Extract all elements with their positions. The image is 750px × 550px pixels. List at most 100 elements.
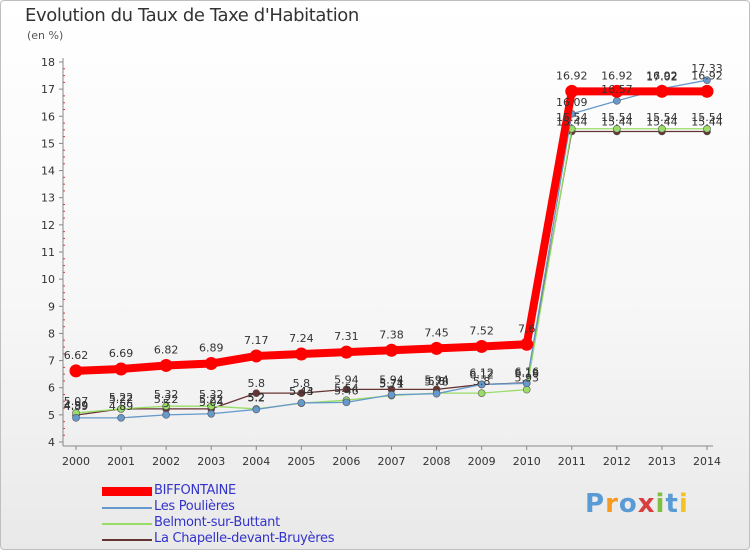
x-tick-label: 2005 xyxy=(287,455,315,468)
data-point xyxy=(252,389,261,397)
data-label: 16.09 xyxy=(556,96,588,109)
data-point xyxy=(162,402,170,410)
x-tick-label: 2006 xyxy=(332,455,360,468)
data-label: 5.94 xyxy=(379,373,404,386)
data-label: 16.57 xyxy=(601,83,633,96)
data-label: 7.6 xyxy=(518,322,536,335)
data-point xyxy=(658,124,666,133)
y-tick-label: 18 xyxy=(41,56,55,69)
data-label: 17.02 xyxy=(646,71,678,84)
data-label: 17.33 xyxy=(691,62,723,75)
y-tick-label: 4 xyxy=(48,436,55,449)
x-tick-label: 2004 xyxy=(242,455,270,468)
logo-letter: r xyxy=(605,489,619,519)
data-label: 6.62 xyxy=(64,349,89,362)
data-label: 5.94 xyxy=(424,373,449,386)
x-tick-label: 2014 xyxy=(693,455,721,468)
data-point xyxy=(387,390,396,399)
data-label: 5.8 xyxy=(248,377,266,390)
data-label: 6.69 xyxy=(109,347,134,360)
data-point xyxy=(207,409,216,418)
data-point xyxy=(655,84,669,98)
data-label: 15.44 xyxy=(601,115,633,128)
data-point xyxy=(342,398,351,407)
data-point xyxy=(162,411,170,419)
data-label: 5.22 xyxy=(109,393,134,406)
data-label: 7.24 xyxy=(289,332,314,345)
x-tick-label: 2009 xyxy=(468,455,496,468)
legend-label: Belmont-sur-Buttant xyxy=(154,515,280,530)
data-point xyxy=(475,339,489,353)
x-tick-label: 2013 xyxy=(648,455,676,468)
data-label: 16.92 xyxy=(646,69,678,82)
data-point xyxy=(207,402,216,410)
data-label: 15.54 xyxy=(601,111,633,124)
data-label: 15.54 xyxy=(646,111,678,124)
x-tick-label: 2000 xyxy=(62,455,90,468)
logo-letter: i xyxy=(678,489,689,519)
data-label: 7.38 xyxy=(379,328,404,341)
data-point xyxy=(297,399,306,407)
data-label: 5.07 xyxy=(64,395,89,408)
data-label: 6.12 xyxy=(469,366,494,379)
data-point xyxy=(339,345,353,359)
data-point xyxy=(613,124,621,133)
data-point xyxy=(72,414,80,422)
data-label: 16.92 xyxy=(691,69,723,82)
data-label: 5.78 xyxy=(424,376,449,389)
data-label: 4.89 xyxy=(109,400,134,413)
data-label: 5.8 xyxy=(293,377,311,390)
data-label: 5.22 xyxy=(199,393,224,406)
data-point xyxy=(430,341,444,355)
data-label: 5.8 xyxy=(428,375,446,388)
data-label: 15.44 xyxy=(556,115,588,128)
y-tick-label: 8 xyxy=(48,327,55,340)
data-label: 5.04 xyxy=(199,396,224,409)
data-label: 5.22 xyxy=(154,393,179,406)
logo-letter: i xyxy=(655,489,666,519)
y-tick-label: 13 xyxy=(41,192,55,205)
data-label: 6.12 xyxy=(469,368,494,381)
y-tick-label: 5 xyxy=(48,409,55,422)
data-label: 15.54 xyxy=(691,111,723,124)
data-point xyxy=(69,364,83,378)
x-tick-label: 2008 xyxy=(423,455,451,468)
data-label: 5.93 xyxy=(514,372,539,385)
data-label: 5.32 xyxy=(199,388,224,401)
legend-label: La Chapelle-devant-Bruyères xyxy=(154,531,335,546)
data-label: 6.18 xyxy=(514,367,539,380)
x-tick-label: 2011 xyxy=(558,455,586,468)
data-point xyxy=(117,405,125,413)
logo-letter: o xyxy=(618,489,638,519)
data-point xyxy=(204,357,218,371)
data-label: 5.44 xyxy=(289,385,314,398)
logo-letter: P xyxy=(585,489,606,519)
data-label: 5.74 xyxy=(379,377,404,390)
data-label: 4.99 xyxy=(64,399,89,412)
x-tick-label: 2002 xyxy=(152,455,180,468)
data-label: 6.82 xyxy=(154,343,179,356)
data-point xyxy=(297,389,306,397)
data-label: 5.54 xyxy=(334,382,359,395)
y-tick-label: 9 xyxy=(48,300,55,313)
proxiti-logo: Proxiti xyxy=(585,489,689,519)
data-label: 15.44 xyxy=(691,115,723,128)
data-point xyxy=(477,380,486,389)
data-label: 15.54 xyxy=(556,111,588,124)
y-tick-label: 17 xyxy=(41,83,55,96)
legend-swatch xyxy=(102,523,152,525)
data-label: 5 xyxy=(163,397,170,410)
data-point xyxy=(252,405,261,414)
legend-label: BIFFONTAINE xyxy=(154,483,236,498)
x-tick-label: 2010 xyxy=(513,455,541,468)
data-label: 7.17 xyxy=(244,334,269,347)
data-label: 15.44 xyxy=(646,115,678,128)
data-label: 5.2 xyxy=(248,391,266,404)
data-point xyxy=(613,97,621,105)
data-label: 7.45 xyxy=(424,326,449,339)
legend-swatch xyxy=(102,507,152,509)
chart-title: Evolution du Taux de Taxe d'Habitation xyxy=(25,5,359,26)
data-label: 5.46 xyxy=(334,384,359,397)
